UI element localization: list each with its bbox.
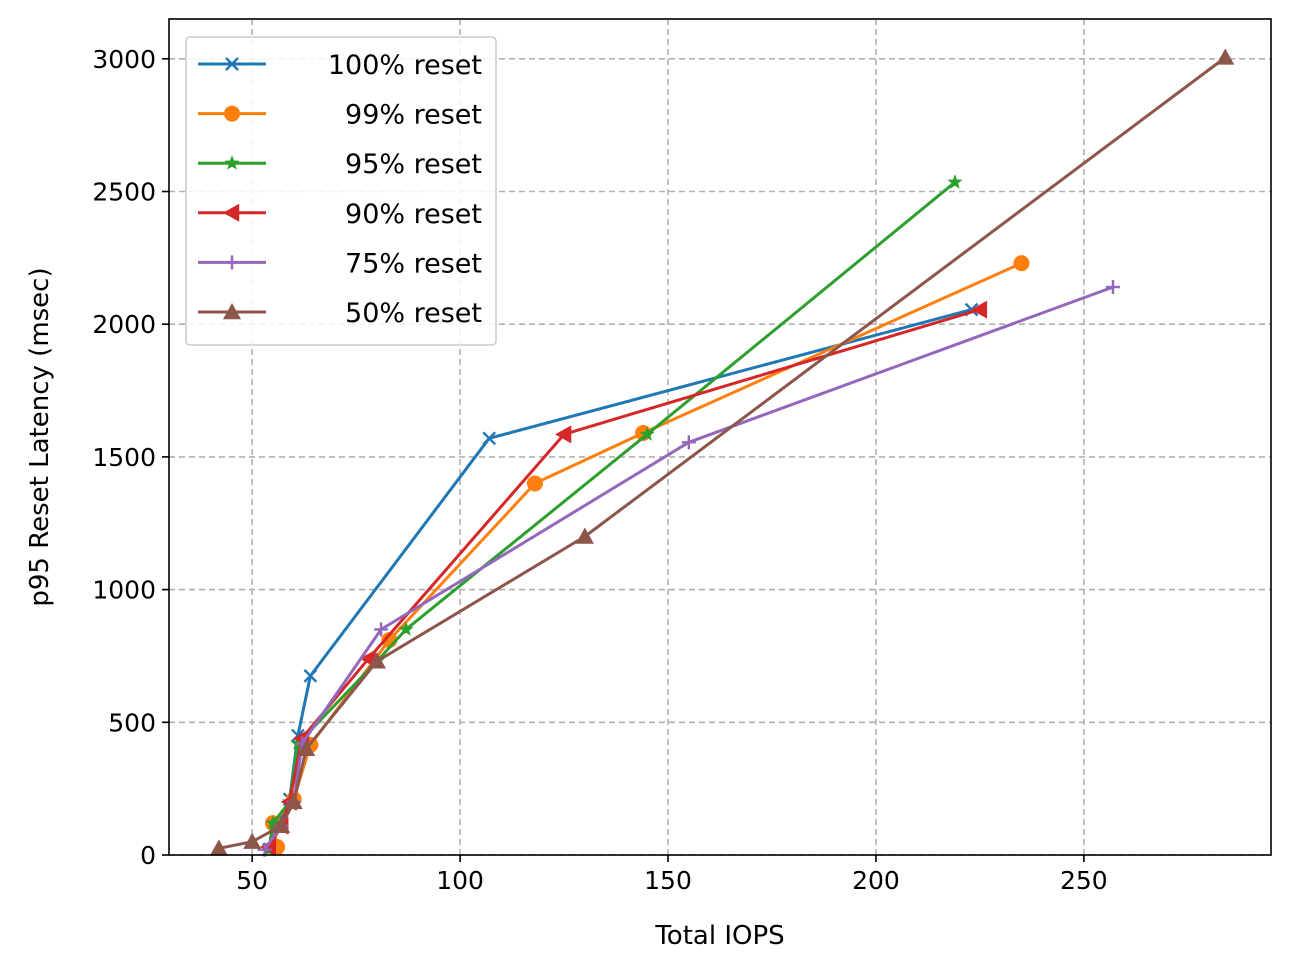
x-mark-stroke [225, 57, 239, 71]
x-axis-label: Total IOPS [654, 921, 784, 951]
data-point [284, 792, 303, 810]
legend-item: 75% reset [198, 248, 482, 279]
data-point [1105, 280, 1120, 295]
legend-label: 100% reset [328, 50, 482, 81]
data-point [1216, 48, 1235, 65]
x-tick-label: 250 [1060, 866, 1108, 895]
legend-item: 99% reset [198, 100, 482, 131]
x-tick-label: 50 [236, 866, 268, 895]
y-tick-label: 2500 [92, 178, 156, 207]
legend-label: 50% reset [345, 298, 482, 329]
y-tick-label: 1000 [92, 576, 156, 605]
legend-marker [224, 105, 240, 122]
legend-item: 95% reset [198, 149, 482, 180]
data-point [947, 174, 963, 189]
data-point [374, 622, 389, 637]
legend-label: 75% reset [345, 248, 482, 279]
data-point [265, 815, 281, 830]
legend: 100% reset 99% reset 95% reset 90% reset 75%… [185, 36, 497, 346]
series-50-reset [209, 48, 1235, 856]
data-point [303, 669, 318, 683]
x-tick-label: 150 [644, 866, 692, 895]
y-tick-label: 500 [108, 708, 156, 737]
data-point [555, 425, 572, 444]
legend-marker [223, 203, 240, 222]
legend-marker [223, 303, 241, 320]
data-point [1013, 255, 1030, 272]
legend-item: 90% reset [198, 199, 482, 230]
data-point [575, 527, 594, 544]
data-point [243, 832, 262, 849]
y-tick-label: 0 [140, 841, 156, 870]
x-mark-stroke [303, 669, 318, 683]
data-point [367, 652, 386, 669]
legend-marker [224, 155, 240, 170]
series-line [218, 56, 1227, 850]
data-point [272, 816, 291, 834]
data-point [970, 300, 988, 319]
x-tick-label: 100 [436, 866, 484, 895]
series-layer [209, 48, 1235, 857]
legend-item: 50% reset [198, 298, 482, 329]
data-point [482, 431, 497, 446]
data-point [639, 426, 655, 441]
legend-item: 100% reset [198, 50, 482, 81]
x-tick-label: 200 [852, 866, 900, 895]
x-mark-stroke [482, 431, 497, 446]
legend-label: 95% reset [345, 149, 482, 180]
legend-marker [225, 255, 239, 270]
series-line [267, 181, 956, 850]
y-tick-label: 2000 [92, 310, 156, 339]
y-tick-label: 1500 [92, 443, 156, 472]
legend-marker [225, 57, 239, 71]
data-point [526, 475, 543, 492]
legend-label: 90% reset [345, 199, 482, 230]
y-axis-label: p95 Reset Latency (msec) [25, 267, 55, 606]
y-tick-label: 3000 [92, 45, 156, 74]
data-point [209, 839, 228, 856]
legend-label: 99% reset [345, 100, 482, 131]
data-point [681, 435, 696, 450]
data-point [297, 739, 316, 757]
plot-frame [168, 18, 1272, 856]
data-point [398, 621, 414, 636]
